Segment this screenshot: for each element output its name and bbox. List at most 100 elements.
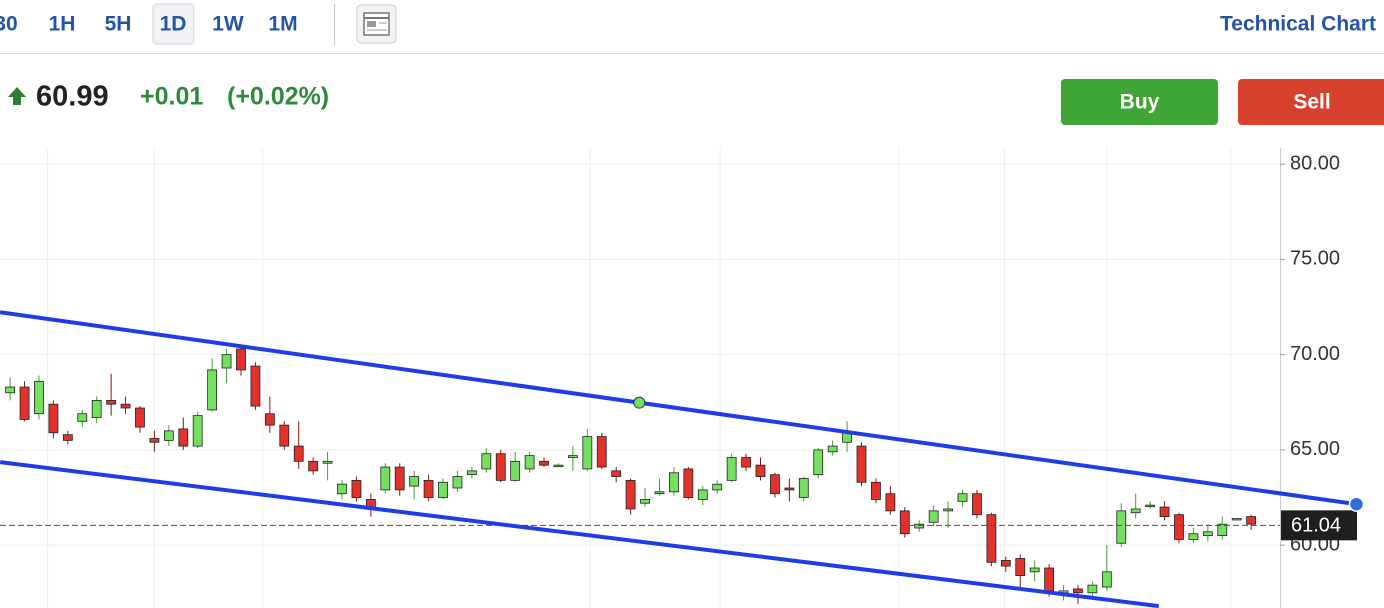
candle-body — [351, 479, 362, 498]
candle — [1246, 514, 1257, 530]
candle-body — [91, 399, 102, 418]
sell-button[interactable]: Sell — [1238, 79, 1384, 125]
candle — [726, 453, 737, 483]
candle-body — [394, 466, 405, 491]
candle-body — [726, 457, 737, 481]
candle-body — [596, 436, 607, 468]
interval-label: 30 — [0, 13, 18, 36]
candle — [221, 348, 232, 384]
candle — [899, 507, 910, 538]
candle-body — [380, 466, 391, 491]
candle — [337, 480, 347, 500]
candle — [308, 457, 319, 475]
candle-body — [1217, 523, 1228, 537]
candle-body — [452, 476, 463, 489]
candle — [553, 463, 564, 468]
candle — [5, 377, 16, 401]
candle-body — [221, 354, 232, 369]
candle — [1145, 501, 1156, 509]
candle-body — [279, 424, 290, 447]
candle — [163, 425, 174, 447]
candle — [510, 451, 521, 483]
interval-button[interactable]: 1W — [212, 13, 244, 36]
interval-button[interactable]: 30 — [0, 13, 18, 36]
candle — [697, 486, 708, 506]
candle — [409, 470, 420, 500]
candle — [669, 467, 679, 496]
candle — [712, 480, 723, 494]
candle — [1174, 512, 1184, 544]
candle-body — [1159, 506, 1170, 517]
candle — [1231, 518, 1242, 521]
candle-body — [567, 455, 578, 458]
candle — [481, 448, 492, 473]
candle — [871, 478, 881, 504]
candle — [943, 501, 953, 528]
candle — [914, 520, 925, 532]
candle-body — [885, 493, 896, 512]
trend-line — [0, 460, 1160, 608]
candle-body — [293, 445, 304, 462]
candle — [351, 476, 362, 502]
candle — [596, 432, 607, 469]
candle — [1015, 554, 1026, 588]
candle — [19, 381, 30, 422]
buy-label: Buy — [1120, 91, 1160, 114]
interval-label: 1M — [268, 13, 297, 36]
sell-label: Sell — [1293, 91, 1330, 114]
layout-icon[interactable] — [356, 4, 397, 44]
candle-body — [582, 436, 593, 470]
candle — [957, 489, 968, 508]
interval-label: 5H — [105, 13, 132, 36]
candle-body — [755, 464, 766, 477]
candle — [625, 478, 636, 515]
change: +0.01 — [140, 83, 203, 111]
candle — [452, 470, 463, 492]
candle-body — [236, 348, 246, 371]
candle — [495, 449, 506, 483]
change-percent: (+0.02%) — [227, 83, 329, 111]
candle-body — [1202, 531, 1213, 537]
candle — [322, 451, 333, 481]
candle — [423, 474, 434, 502]
candle-body — [712, 483, 723, 491]
interval-button[interactable]: 1D — [152, 3, 195, 45]
candle — [972, 489, 982, 519]
candle-body — [207, 369, 218, 411]
interval-button[interactable]: 1H — [49, 13, 76, 36]
candle — [567, 446, 578, 471]
candle — [1029, 560, 1040, 582]
last-price-box — [1281, 510, 1357, 541]
candle-body — [77, 413, 88, 422]
interval-bar: 30 1H 5H 1D 1W 1M — [0, 3, 298, 45]
interval-button[interactable]: 1M — [268, 13, 297, 36]
candle-body — [625, 479, 636, 510]
candle — [640, 488, 650, 508]
candle-body — [972, 493, 982, 516]
buy-button[interactable]: Buy — [1061, 79, 1218, 125]
interval-button[interactable]: 5H — [105, 13, 132, 36]
candle — [770, 472, 780, 498]
last-price-label: 61.04 — [1291, 515, 1341, 537]
candle-body — [438, 481, 448, 498]
candle-body — [322, 460, 333, 464]
candle — [1188, 528, 1199, 544]
trend-end-handle[interactable] — [1348, 496, 1365, 512]
candle — [135, 406, 145, 433]
candle-body — [149, 438, 160, 443]
candle — [1130, 493, 1141, 519]
candle — [48, 400, 59, 439]
candle-body — [856, 445, 867, 483]
candle-body — [611, 470, 622, 477]
candle — [62, 430, 73, 445]
candle — [986, 512, 997, 567]
candle — [120, 396, 131, 414]
candle-body — [798, 478, 809, 498]
interval-label: 1W — [212, 13, 244, 36]
candle — [1087, 581, 1098, 597]
candle — [438, 478, 448, 500]
trend-handle[interactable] — [633, 396, 646, 409]
candle — [178, 417, 189, 450]
